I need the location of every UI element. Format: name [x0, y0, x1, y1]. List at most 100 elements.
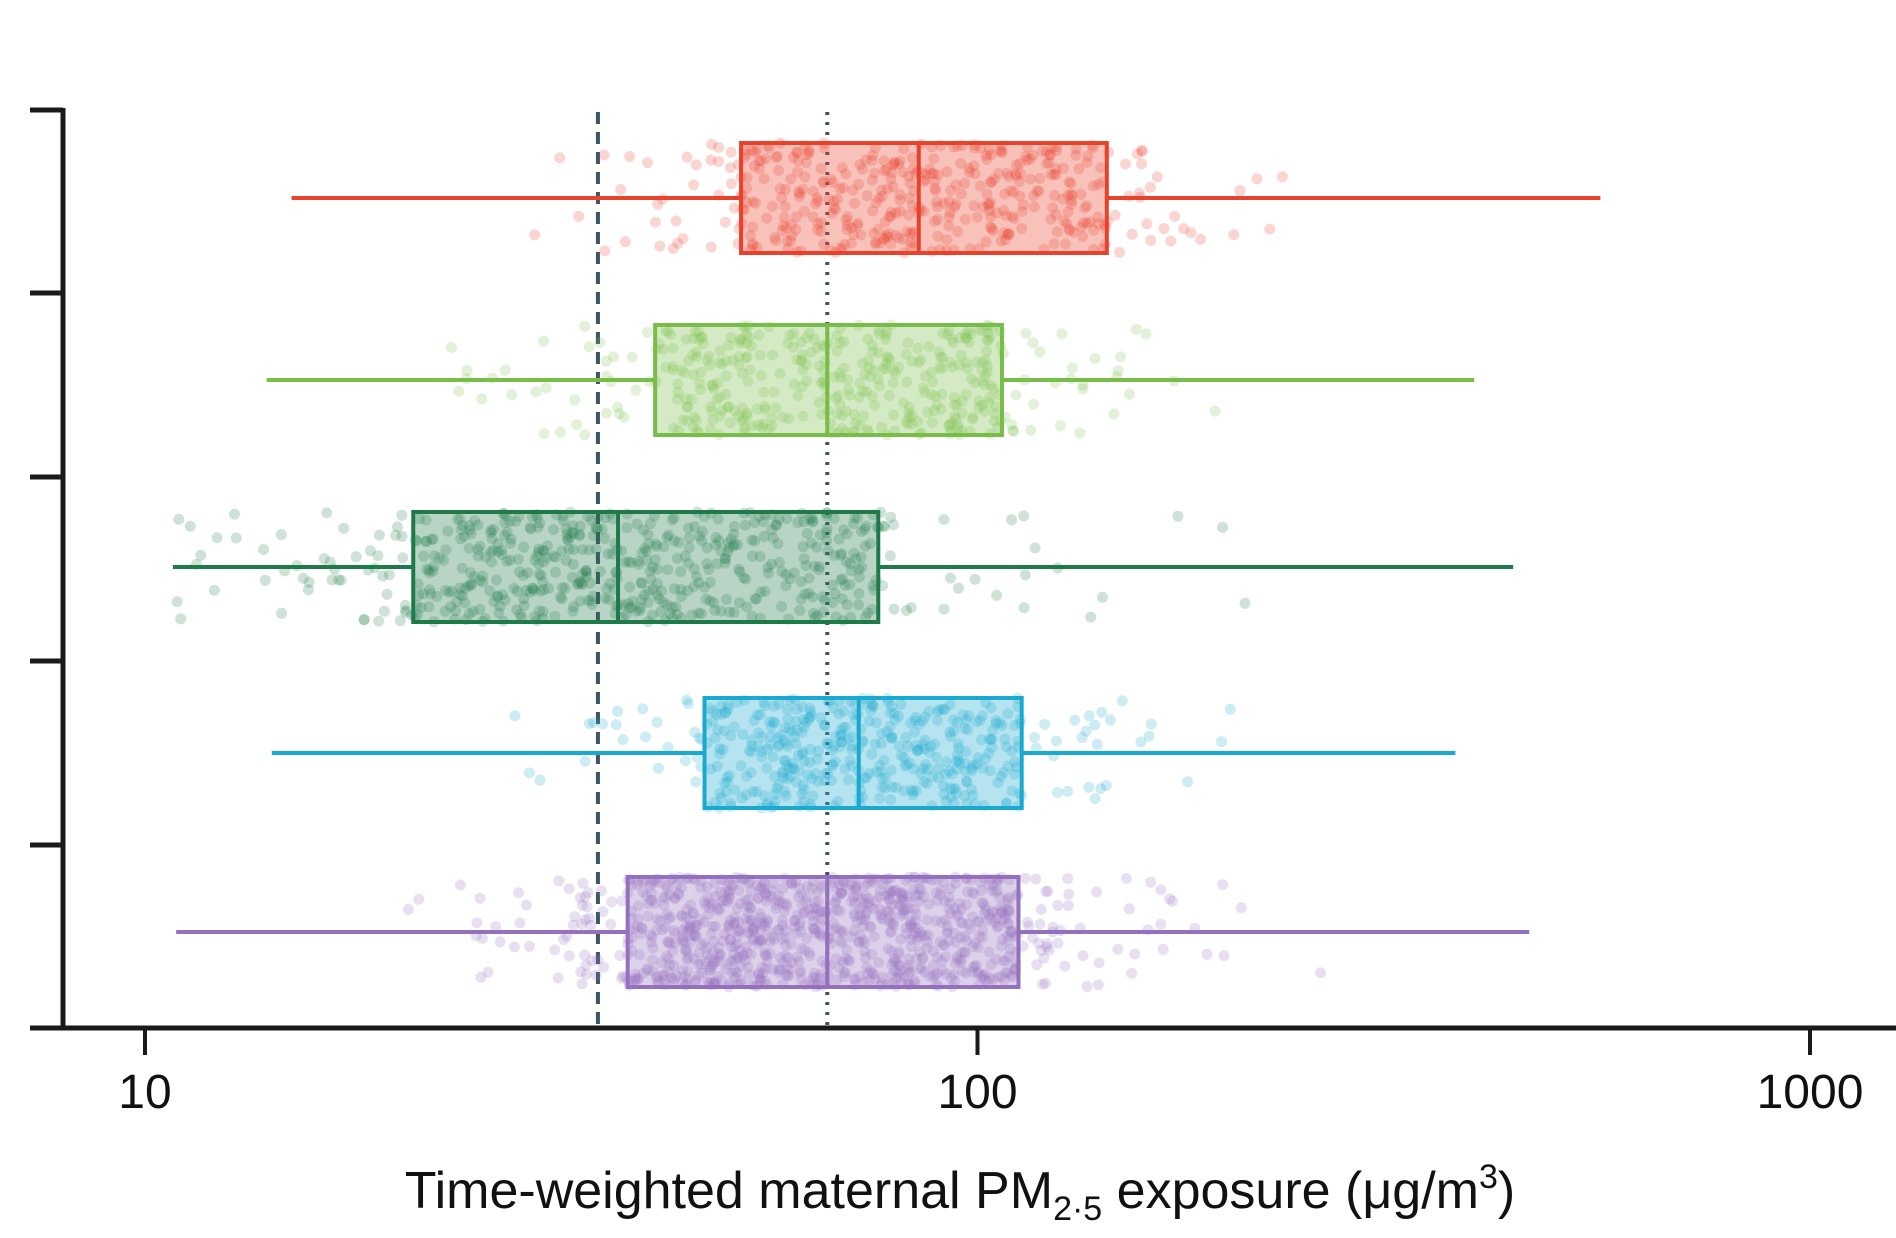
data-point — [838, 362, 850, 374]
data-point — [917, 382, 929, 394]
data-point — [912, 934, 924, 946]
data-point — [810, 903, 822, 914]
data-point — [882, 231, 894, 243]
data-point — [888, 956, 900, 968]
box-groups — [171, 137, 1601, 993]
data-point — [518, 600, 530, 612]
data-point — [827, 177, 839, 188]
data-point — [710, 532, 722, 543]
data-point — [843, 955, 855, 967]
data-point — [838, 524, 850, 536]
data-point — [811, 541, 823, 553]
data-point — [846, 740, 858, 752]
data-point — [923, 898, 935, 910]
data-point — [949, 975, 961, 987]
data-point — [782, 773, 794, 785]
data-point — [687, 349, 699, 361]
data-point — [556, 582, 568, 594]
data-point — [583, 544, 595, 556]
data-point — [1077, 231, 1089, 243]
data-point — [938, 788, 950, 800]
data-point — [791, 146, 802, 158]
data-point — [973, 395, 985, 407]
data-point — [686, 393, 698, 405]
data-point — [766, 420, 778, 432]
data-point — [796, 726, 808, 738]
data-point — [679, 937, 691, 949]
data-point — [981, 360, 993, 372]
data-point — [620, 609, 632, 621]
data-point — [1007, 425, 1019, 437]
data-point — [837, 573, 849, 585]
data-point — [994, 892, 1006, 903]
data-point — [1151, 171, 1163, 183]
data-point — [590, 521, 602, 533]
data-point — [1049, 190, 1060, 201]
data-point — [708, 383, 720, 395]
data-point — [465, 528, 477, 540]
data-point — [668, 973, 680, 985]
data-point — [894, 971, 906, 983]
data-point — [696, 526, 708, 537]
data-point — [890, 884, 902, 896]
data-point — [1131, 148, 1143, 160]
data-point — [693, 326, 705, 337]
data-point — [804, 703, 816, 714]
data-point — [811, 887, 823, 899]
data-point — [579, 949, 591, 961]
data-point — [586, 598, 598, 610]
data-point — [1014, 168, 1026, 180]
data-point — [926, 771, 938, 782]
data-point — [719, 553, 731, 565]
data-point — [467, 606, 479, 617]
data-point — [740, 352, 752, 364]
data-point — [927, 971, 939, 983]
data-point — [1108, 408, 1120, 420]
data-point — [856, 893, 868, 904]
data-point — [804, 146, 815, 158]
data-point — [664, 911, 676, 923]
data-point — [652, 975, 664, 987]
data-point — [799, 171, 811, 183]
data-point — [740, 955, 751, 966]
data-point — [1028, 190, 1040, 202]
data-point — [920, 169, 932, 180]
data-point — [326, 574, 338, 586]
data-point — [949, 903, 961, 915]
data-point — [588, 717, 600, 729]
data-point — [614, 950, 626, 961]
data-point — [608, 351, 619, 363]
data-point — [1041, 941, 1053, 953]
data-point — [677, 924, 689, 936]
data-point — [557, 515, 569, 526]
data-point — [782, 713, 794, 725]
data-point — [857, 901, 868, 913]
data-point — [929, 738, 940, 750]
data-point — [694, 913, 706, 925]
data-point — [668, 975, 680, 987]
data-point — [1083, 781, 1095, 793]
data-point — [860, 907, 872, 919]
data-point — [494, 601, 506, 612]
data-point — [752, 709, 764, 721]
data-point — [748, 921, 760, 933]
data-point — [929, 215, 941, 227]
data-point — [725, 797, 737, 809]
data-point — [943, 419, 955, 431]
data-point — [868, 364, 880, 376]
data-point — [797, 779, 809, 791]
data-point — [817, 591, 829, 603]
data-point — [853, 571, 865, 583]
data-point — [1019, 872, 1031, 884]
data-point — [550, 566, 561, 578]
data-point — [1050, 163, 1062, 175]
data-point — [886, 732, 898, 744]
data-point — [903, 959, 915, 971]
data-point — [863, 715, 875, 727]
data-point — [828, 702, 839, 714]
data-point — [1035, 904, 1047, 915]
data-point — [729, 971, 741, 983]
data-point — [750, 197, 762, 209]
data-point — [1315, 967, 1326, 979]
data-point — [935, 884, 947, 896]
